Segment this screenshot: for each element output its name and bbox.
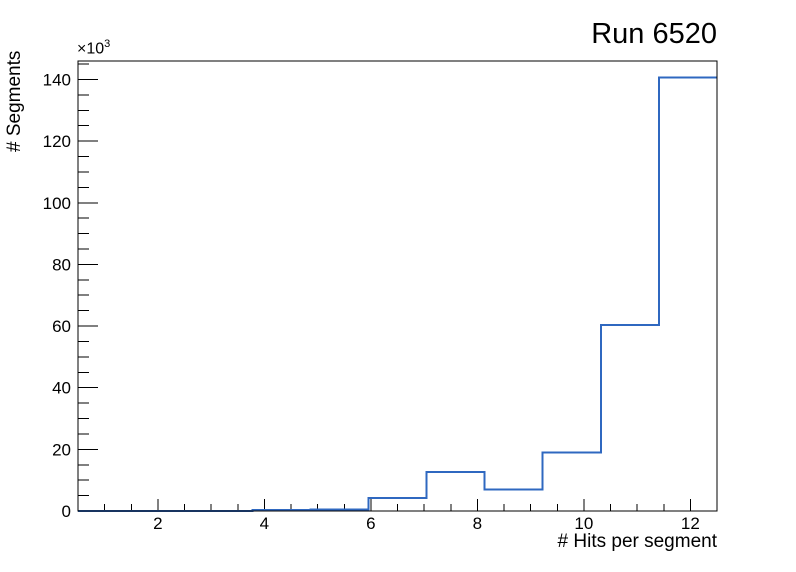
y-tick-labels: 0 20 40 60 80 100 120 140 <box>43 70 71 521</box>
x-tick-label: 6 <box>366 514 375 533</box>
x-tick-label: 10 <box>574 514 593 533</box>
x-tick-label: 4 <box>260 514 269 533</box>
x-tick-label: 12 <box>681 514 700 533</box>
y-tick-label: 80 <box>52 255 71 274</box>
y-axis-exponent: ×103 <box>77 39 110 57</box>
x-minor-ticks <box>104 504 665 511</box>
x-tick-label: 8 <box>473 514 482 533</box>
plot-title: Run 6520 <box>591 18 717 50</box>
y-minor-ticks <box>78 63 89 497</box>
y-axis-exponent-base: ×10 <box>77 40 105 58</box>
y-tick-label: 60 <box>52 317 71 336</box>
y-tick-label: 0 <box>62 502 71 521</box>
histogram-line <box>78 76 717 512</box>
y-tick-label: 40 <box>52 379 71 398</box>
y-tick-label: 120 <box>43 132 71 151</box>
x-axis-title: # Hits per segment <box>557 531 717 552</box>
y-tick-label: 20 <box>52 440 71 459</box>
y-tick-label: 100 <box>43 194 71 213</box>
x-tick-label: 2 <box>153 514 162 533</box>
y-axis-exponent-power: 3 <box>104 38 111 50</box>
x-tick-labels: 2 4 6 8 10 12 <box>153 514 700 533</box>
plot-frame <box>77 60 718 512</box>
y-axis-title: # Segments <box>4 50 25 152</box>
y-tick-label: 140 <box>43 70 71 89</box>
